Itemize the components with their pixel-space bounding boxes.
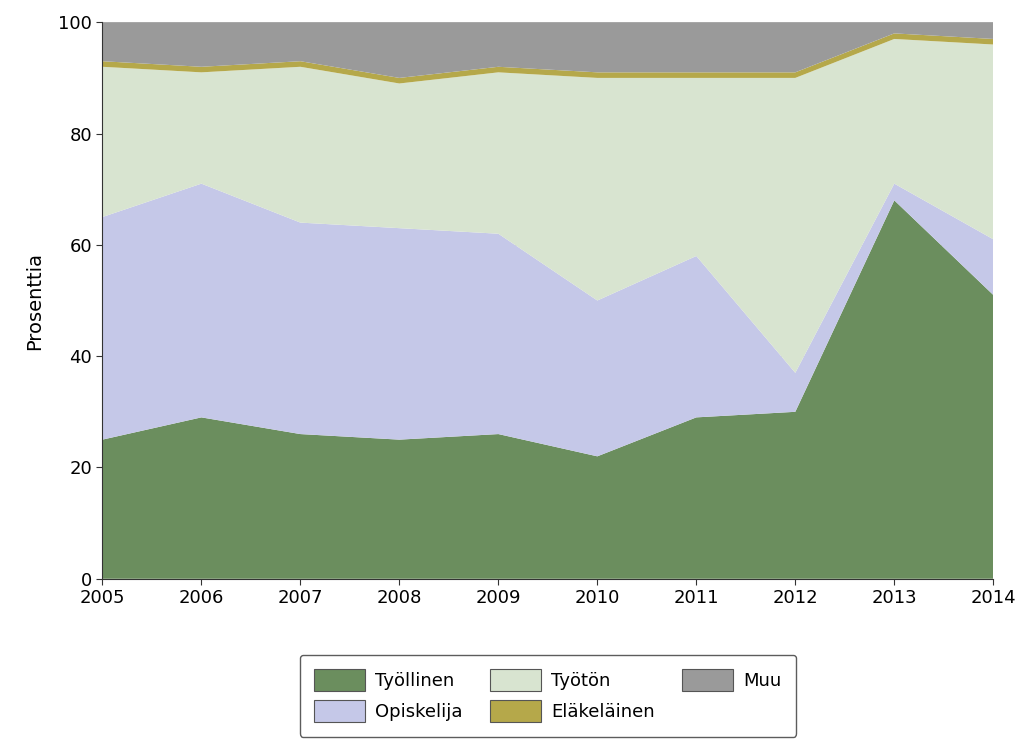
Y-axis label: Prosenttia: Prosenttia [26, 252, 44, 349]
Legend: Työllinen, Opiskelija, Työtön, Eläkeläinen, Muu: Työllinen, Opiskelija, Työtön, Eläkeläin… [300, 654, 796, 737]
